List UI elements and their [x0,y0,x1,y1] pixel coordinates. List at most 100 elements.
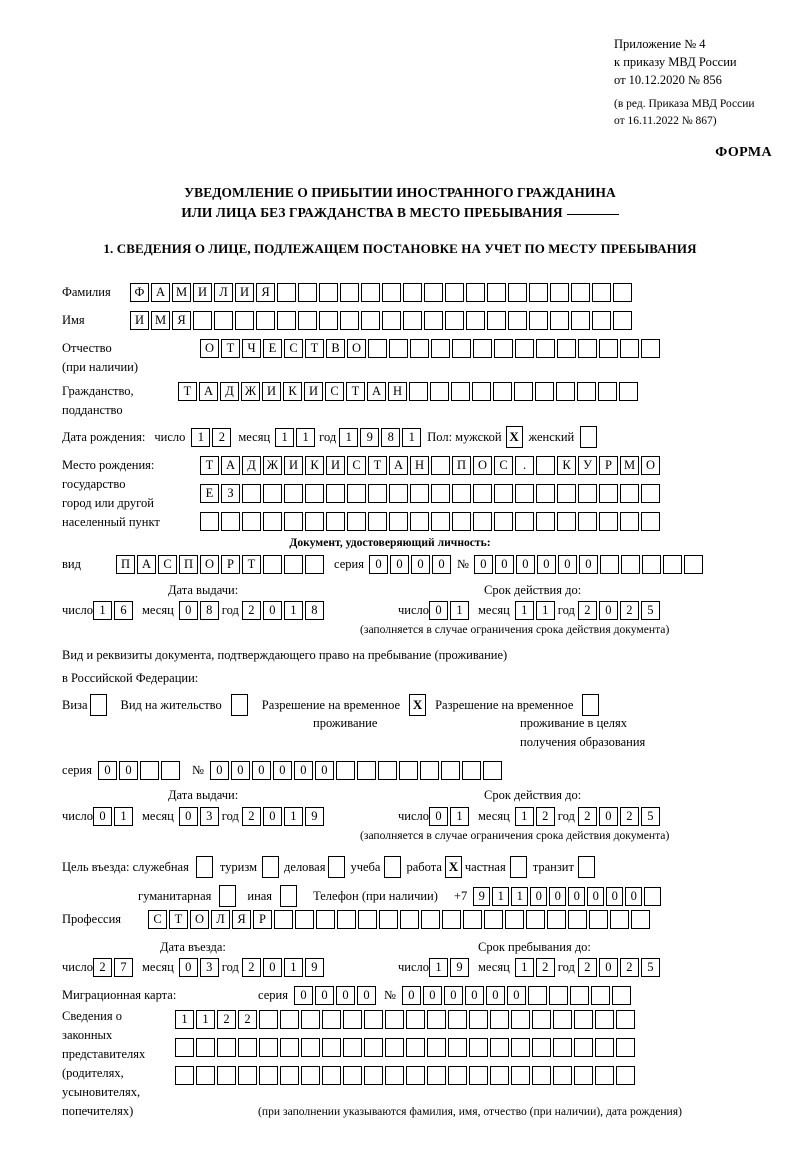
char-box[interactable] [301,1066,320,1085]
char-box[interactable] [406,1010,425,1029]
char-box[interactable] [406,1066,425,1085]
char-box[interactable] [490,1038,509,1057]
char-box[interactable] [319,283,338,302]
char-box[interactable] [448,1038,467,1057]
char-box[interactable]: 0 [209,761,229,780]
char-box[interactable]: 8 [199,601,219,620]
char-box[interactable] [361,283,380,302]
char-box[interactable] [553,1010,572,1029]
char-box[interactable]: 1 [492,886,510,906]
char-box[interactable]: 1 [283,807,303,826]
char-box[interactable] [377,761,397,780]
char-box[interactable] [529,311,548,330]
char-box[interactable]: 0 [494,555,514,574]
char-box[interactable] [445,283,464,302]
birthplace-boxes-3[interactable] [200,512,660,531]
char-box[interactable]: 1 [450,601,470,620]
char-box[interactable]: К [283,382,302,401]
char-box[interactable]: Д [220,382,239,401]
char-box[interactable] [400,910,419,929]
char-box[interactable]: 0 [557,555,577,574]
char-box[interactable] [557,339,576,358]
char-box[interactable]: Т [221,339,240,358]
purpose-study-checkbox[interactable] [384,856,402,878]
char-box[interactable] [160,761,180,780]
char-box[interactable] [280,1038,299,1057]
char-box[interactable]: 2 [217,1010,236,1029]
char-box[interactable] [382,311,401,330]
char-box[interactable]: 0 [272,761,292,780]
purpose-business-checkbox[interactable] [328,856,346,878]
char-box[interactable]: 0 [506,986,526,1005]
char-box[interactable]: Т [169,910,188,929]
char-box[interactable] [553,1038,572,1057]
char-box[interactable] [295,910,314,929]
char-box[interactable]: Л [211,910,230,929]
char-box[interactable] [611,986,631,1005]
char-box[interactable] [139,761,159,780]
char-box[interactable]: 0 [178,958,198,977]
char-box[interactable] [589,910,608,929]
char-box[interactable]: Е [263,339,282,358]
char-box[interactable]: 0 [335,986,355,1005]
char-box[interactable] [196,1038,215,1057]
char-box[interactable] [361,311,380,330]
char-box[interactable]: 1 [402,427,422,447]
char-box[interactable] [442,910,461,929]
char-box[interactable]: Ч [242,339,261,358]
char-box[interactable]: И [304,382,323,401]
char-box[interactable] [200,512,219,531]
char-box[interactable] [641,555,661,574]
char-box[interactable] [536,484,555,503]
char-box[interactable]: 0 [443,986,463,1005]
char-box[interactable] [595,1010,614,1029]
char-box[interactable] [620,339,639,358]
char-box[interactable]: 0 [251,761,271,780]
char-box[interactable] [613,311,632,330]
char-box[interactable]: 8 [381,427,401,447]
char-box[interactable]: 8 [304,601,324,620]
char-box[interactable] [610,910,629,929]
char-box[interactable] [620,512,639,531]
char-box[interactable]: 0 [118,761,138,780]
char-box[interactable] [259,1038,278,1057]
char-box[interactable]: Т [242,555,261,574]
char-box[interactable] [364,1066,383,1085]
char-box[interactable] [683,555,703,574]
char-box[interactable]: 0 [606,886,624,906]
char-box[interactable] [398,761,418,780]
char-box[interactable] [326,484,345,503]
char-box[interactable] [577,382,596,401]
char-box[interactable]: И [326,456,345,475]
char-box[interactable]: 3 [199,807,219,826]
char-box[interactable] [514,382,533,401]
char-box[interactable] [505,910,524,929]
char-box[interactable] [301,1010,320,1029]
char-box[interactable]: Т [368,456,387,475]
char-box[interactable] [364,1010,383,1029]
char-box[interactable] [421,910,440,929]
char-box[interactable]: 1 [114,807,134,826]
char-box[interactable]: 0 [410,555,430,574]
char-box[interactable]: И [193,283,212,302]
char-box[interactable]: Т [200,456,219,475]
char-box[interactable]: 2 [619,807,639,826]
purpose-humanitarian-checkbox[interactable] [219,885,237,907]
char-box[interactable]: П [179,555,198,574]
char-box[interactable] [482,761,502,780]
char-box[interactable]: 0 [429,601,449,620]
char-box[interactable] [553,1066,572,1085]
char-box[interactable]: 2 [619,958,639,977]
char-box[interactable]: С [325,382,344,401]
char-box[interactable] [431,456,450,475]
char-box[interactable] [347,484,366,503]
char-box[interactable]: И [262,382,281,401]
char-box[interactable] [571,283,590,302]
char-box[interactable] [424,283,443,302]
